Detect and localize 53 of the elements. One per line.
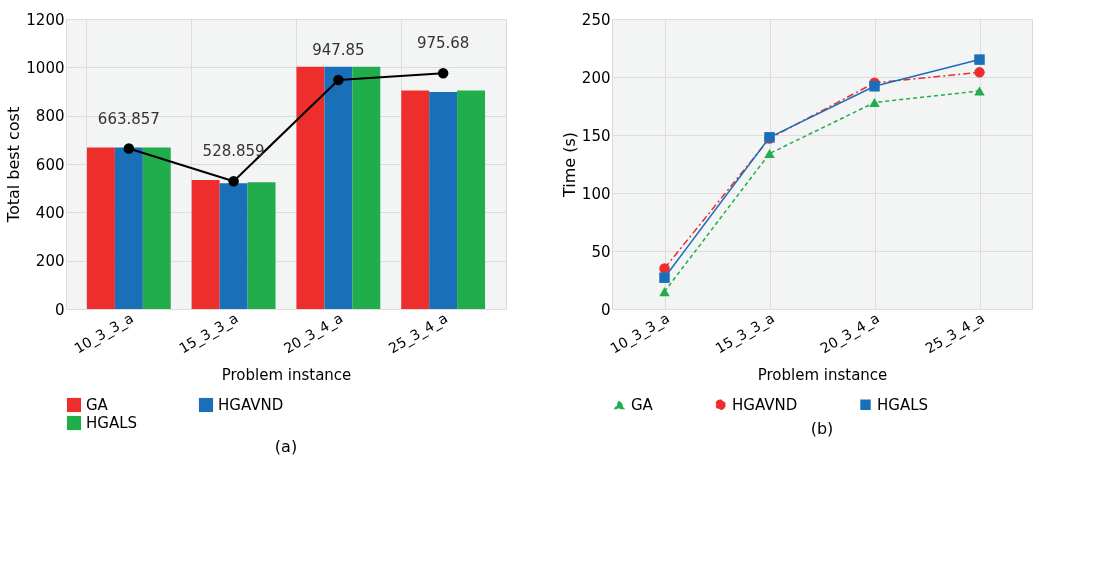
bar (324, 66, 353, 309)
point (764, 149, 775, 159)
legend-label: GA (86, 396, 109, 414)
point (123, 143, 135, 154)
bar (352, 66, 381, 309)
text: (a) (274, 437, 298, 456)
point (437, 67, 449, 79)
data-label: 947.85 (312, 40, 365, 59)
point (333, 74, 344, 86)
y-axis-title: Time (s) (559, 131, 579, 199)
legend-label: HGAVND (732, 395, 798, 414)
y-tick-label: 0 (600, 300, 611, 319)
y-tick-label: 800 (35, 107, 65, 126)
y-tick-label: 600 (35, 155, 65, 174)
x-axis-title: Problem instance (757, 366, 888, 385)
y-tick-label: 50 (591, 242, 611, 261)
bar (219, 183, 248, 309)
bar (142, 147, 171, 309)
bar (296, 66, 325, 309)
y-tick-label: 1200 (26, 10, 65, 29)
y-tick-label: 0 (54, 300, 65, 319)
bar (429, 91, 458, 309)
text: (b) (810, 419, 834, 438)
y-tick-label: 150 (581, 126, 611, 145)
point (869, 81, 880, 92)
bar (457, 90, 486, 309)
bar (191, 179, 220, 309)
legend-label: HGALS (86, 414, 138, 432)
legend-label: HGALS (877, 395, 929, 414)
y-tick-label: 250 (581, 10, 611, 29)
bar (114, 147, 143, 309)
y-tick-label: 1000 (26, 58, 65, 77)
data-label: 975.68 (416, 34, 470, 53)
legend-label: GA (631, 395, 654, 414)
y-axis-title: Total best cost (4, 106, 24, 224)
y-tick-label: 200 (35, 252, 65, 271)
data-label: 663.857 (97, 109, 160, 128)
point (228, 175, 239, 187)
point (659, 272, 670, 283)
y-tick-label: 400 (35, 203, 65, 222)
bar (86, 147, 115, 309)
legend-label: HGAVND (218, 396, 284, 414)
y-tick-label: 100 (581, 184, 611, 203)
point (974, 86, 985, 96)
point (974, 54, 985, 65)
data-label: 528.859 (202, 142, 265, 161)
bar (401, 90, 430, 309)
x-axis-title: Problem instance (221, 366, 352, 385)
point (659, 287, 670, 297)
point (974, 67, 985, 78)
point (869, 97, 880, 108)
bar (247, 182, 276, 309)
y-tick-label: 200 (581, 68, 611, 87)
